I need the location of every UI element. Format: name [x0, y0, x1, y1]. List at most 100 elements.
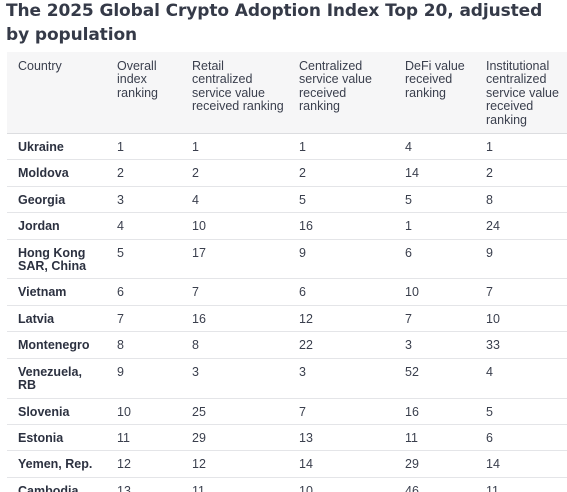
table-row: Jordan 4 10 16 1 24 [7, 213, 567, 240]
ranking-table: Country Overall index ranking Retail cen… [7, 52, 567, 492]
cell-country: Moldova [18, 166, 69, 181]
cell-retail-ranking: 10 [192, 219, 206, 234]
cell-defi-ranking: 46 [405, 483, 419, 492]
cell-overall-ranking: 4 [117, 219, 124, 234]
cell-centralized-ranking: 5 [299, 192, 306, 207]
cell-retail-ranking: 16 [192, 311, 206, 326]
cell-defi-ranking: 11 [405, 430, 418, 445]
cell-country: Jordan [18, 219, 60, 234]
cell-centralized-ranking: 12 [299, 311, 313, 326]
table-title: The 2025 Global Crypto Adoption Index To… [6, 1, 543, 45]
cell-defi-ranking: 5 [405, 192, 412, 207]
cell-overall-ranking: 13 [117, 483, 131, 492]
cell-centralized-ranking: 16 [299, 219, 313, 234]
cell-centralized-ranking: 3 [299, 364, 306, 379]
cell-retail-ranking: 11 [192, 483, 205, 492]
header-retail-centralized-ranking: Retail centralized service value receive… [181, 52, 288, 134]
cell-country: Hong Kong SAR, China [18, 245, 87, 274]
cell-country: Slovenia [18, 404, 70, 419]
table-row: Slovenia 10 25 7 16 5 [7, 398, 567, 425]
cell-overall-ranking: 8 [117, 338, 124, 353]
ranking-table-container[interactable]: Country Overall index ranking Retail cen… [7, 52, 567, 492]
cell-retail-ranking: 3 [192, 364, 199, 379]
cell-defi-ranking: 7 [405, 311, 412, 326]
cell-overall-ranking: 2 [117, 166, 124, 181]
cell-institutional-ranking: 9 [486, 245, 493, 260]
cell-retail-ranking: 1 [192, 140, 199, 155]
cell-institutional-ranking: 14 [486, 457, 500, 472]
table-row: Georgia 3 4 5 5 8 [7, 186, 567, 213]
cell-defi-ranking: 10 [405, 285, 419, 300]
cell-institutional-ranking: 7 [486, 285, 493, 300]
table-row: Ukraine 1 1 1 4 1 [7, 134, 567, 160]
header-defi-ranking: DeFi value received ranking [394, 52, 475, 134]
cell-centralized-ranking: 7 [299, 404, 306, 419]
cell-overall-ranking: 7 [117, 311, 124, 326]
cell-overall-ranking: 3 [117, 192, 124, 207]
cell-institutional-ranking: 24 [486, 219, 500, 234]
table-row: Moldova 2 2 2 14 2 [7, 160, 567, 187]
cell-centralized-ranking: 13 [299, 430, 313, 445]
cell-retail-ranking: 25 [192, 404, 206, 419]
table-header-row: Country Overall index ranking Retail cen… [7, 52, 567, 134]
table-row: Latvia 7 16 12 7 10 [7, 305, 567, 332]
cell-institutional-ranking: 5 [486, 404, 493, 419]
cell-institutional-ranking: 11 [486, 483, 499, 492]
cell-defi-ranking: 14 [405, 166, 419, 181]
cell-institutional-ranking: 10 [486, 311, 500, 326]
table-row: Hong Kong SAR, China 5 17 9 6 9 [7, 239, 567, 279]
cell-overall-ranking: 10 [117, 404, 131, 419]
cell-overall-ranking: 1 [117, 140, 124, 155]
cell-country: Cambodia [18, 483, 79, 492]
table-row: Vietnam 6 7 6 10 7 [7, 279, 567, 306]
cell-defi-ranking: 6 [405, 245, 412, 260]
cell-institutional-ranking: 1 [486, 140, 493, 155]
cell-retail-ranking: 2 [192, 166, 199, 181]
cell-defi-ranking: 16 [405, 404, 419, 419]
cell-defi-ranking: 52 [405, 364, 419, 379]
cell-country: Montenegro [18, 338, 90, 353]
cell-defi-ranking: 29 [405, 457, 419, 472]
cell-retail-ranking: 7 [192, 285, 199, 300]
cell-centralized-ranking: 6 [299, 285, 306, 300]
cell-country: Georgia [18, 192, 66, 207]
cell-centralized-ranking: 10 [299, 483, 313, 492]
cell-institutional-ranking: 6 [486, 430, 493, 445]
cell-centralized-ranking: 1 [299, 140, 306, 155]
table-row: Yemen, Rep. 12 12 14 29 14 [7, 451, 567, 478]
cell-institutional-ranking: 2 [486, 166, 493, 181]
cell-retail-ranking: 12 [192, 457, 206, 472]
table-row: Montenegro 8 8 22 3 33 [7, 332, 567, 359]
cell-defi-ranking: 4 [405, 140, 412, 155]
cell-centralized-ranking: 22 [299, 338, 313, 353]
cell-country: Yemen, Rep. [18, 457, 93, 472]
cell-country: Vietnam [18, 285, 67, 300]
cell-country: Estonia [18, 430, 64, 445]
cell-institutional-ranking: 33 [486, 338, 500, 353]
cell-country: Ukraine [18, 140, 64, 155]
cell-centralized-ranking: 9 [299, 245, 306, 260]
header-country: Country [7, 52, 106, 134]
cell-institutional-ranking: 4 [486, 364, 493, 379]
cell-institutional-ranking: 8 [486, 192, 493, 207]
cell-retail-ranking: 29 [192, 430, 206, 445]
cell-retail-ranking: 17 [192, 245, 206, 260]
cell-centralized-ranking: 14 [299, 457, 313, 472]
table-row: Venezuela, RB 9 3 3 52 4 [7, 358, 567, 398]
cell-country: Venezuela, RB [18, 364, 82, 393]
cell-retail-ranking: 8 [192, 338, 199, 353]
cell-country: Latvia [18, 311, 55, 326]
cell-overall-ranking: 9 [117, 364, 124, 379]
cell-overall-ranking: 6 [117, 285, 124, 300]
header-institutional-ranking: Institutional centralized service value … [475, 52, 567, 134]
header-centralized-service-ranking: Centralized service value received ranki… [288, 52, 394, 134]
cell-overall-ranking: 12 [117, 457, 131, 472]
table-row: Estonia 11 29 13 11 6 [7, 424, 567, 451]
cell-overall-ranking: 11 [117, 430, 130, 445]
cell-retail-ranking: 4 [192, 192, 199, 207]
cell-defi-ranking: 3 [405, 338, 412, 353]
table-row: Cambodia 13 11 10 46 11 [7, 477, 567, 492]
cell-overall-ranking: 5 [117, 245, 124, 260]
cell-defi-ranking: 1 [405, 219, 412, 234]
header-overall-index-ranking: Overall index ranking [106, 52, 181, 134]
